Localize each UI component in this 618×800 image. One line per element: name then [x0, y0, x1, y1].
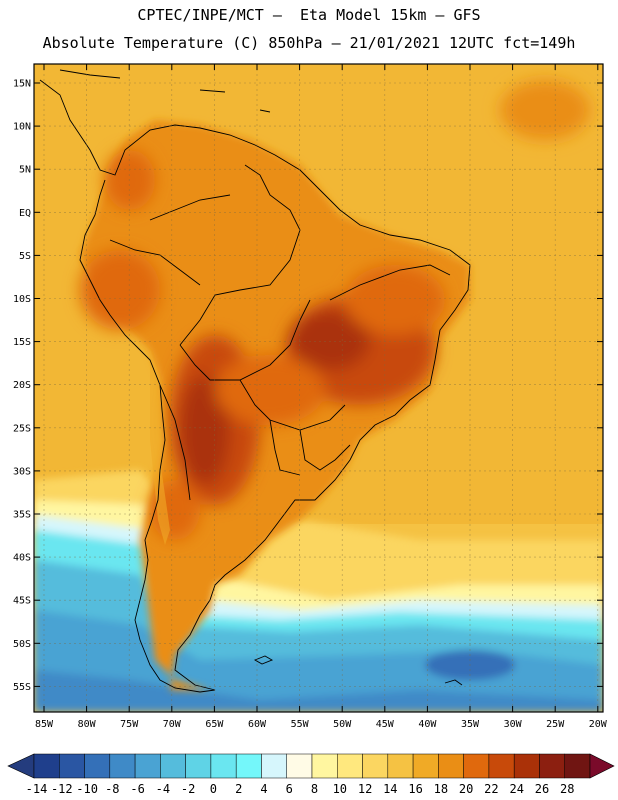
- lat-tick-label: 15N: [13, 79, 31, 90]
- lat-tick-label: 40S: [13, 553, 31, 564]
- map-frame: [33, 63, 604, 713]
- colorbar-label: -2: [181, 782, 195, 796]
- colorbar-label: 22: [484, 782, 498, 796]
- colorbar-min-arrow: [7, 753, 35, 779]
- title-line1: CPTEC/INPE/MCT – Eta Model 15km – GFS: [137, 6, 481, 24]
- colorbar-swatch: [438, 753, 464, 779]
- colorbar-swatch: [59, 753, 85, 779]
- lon-tick-label: 75W: [120, 719, 139, 730]
- colorbar-label: 0: [210, 782, 217, 796]
- lat-tick-label: 35S: [13, 510, 31, 521]
- colorbar-swatch: [412, 753, 439, 779]
- colorbar-swatch: [84, 753, 111, 779]
- lat-tick-label: 55S: [13, 682, 31, 693]
- title-line2: Absolute Temperature (C) 850hPa – 21/01/…: [42, 34, 576, 52]
- colorbar-swatch: [134, 753, 161, 779]
- colorbar-swatch: [286, 753, 313, 779]
- lat-tick-label: 30S: [13, 466, 31, 477]
- colorbar-label: 14: [383, 782, 397, 796]
- colorbar-swatch: [33, 753, 60, 779]
- grid-lines: [34, 64, 603, 712]
- lon-tick-label: 80W: [78, 719, 97, 730]
- colorbar-label: -8: [105, 782, 119, 796]
- colorbar-swatch: [539, 753, 565, 779]
- lon-tick-label: 85W: [35, 719, 54, 730]
- lat-tick-label: 45S: [13, 596, 31, 607]
- colorbar-label: 24: [509, 782, 523, 796]
- colorbar-swatch: [311, 753, 338, 779]
- lon-tick-label: 55W: [291, 719, 310, 730]
- colorbar-label: 10: [333, 782, 347, 796]
- colorbar-swatch: [337, 753, 363, 779]
- lon-tick-label: 40W: [418, 719, 437, 730]
- lon-tick-label: 65W: [205, 719, 224, 730]
- colorbar-swatch: [261, 753, 287, 779]
- colorbar-swatch: [564, 753, 591, 779]
- colorbar-label: 12: [358, 782, 372, 796]
- colorbar-label: 4: [260, 782, 267, 796]
- colorbar-swatch: [362, 753, 389, 779]
- lat-ticks: 15N 10N 5N EQ 5S 10S 15S 20S 25S 30S 35S 40S 45S 50S 5…: [13, 79, 603, 693]
- colorbar-label: -14: [26, 782, 48, 796]
- colorbar-swatch: [463, 753, 490, 779]
- temperature-field: [34, 64, 603, 712]
- colorbar-label: 6: [286, 782, 293, 796]
- colorbar-swatch: [513, 753, 540, 779]
- colorbar-swatch: [185, 753, 212, 779]
- lat-tick-label: EQ: [19, 208, 31, 219]
- lon-ticks: 85W 80W 75W 70W 65W 60W 55W 50W 45W 40W 35W 30W 25W 2…: [35, 64, 608, 730]
- lat-tick-label: 5S: [19, 251, 31, 262]
- colorbar-swatch: [109, 753, 136, 779]
- lon-tick-label: 35W: [461, 719, 480, 730]
- lon-tick-label: 45W: [376, 719, 395, 730]
- lon-tick-label: 30W: [504, 719, 523, 730]
- lat-tick-label: 20S: [13, 380, 31, 391]
- colorbar-label: 18: [434, 782, 448, 796]
- lat-tick-label: 50S: [13, 639, 31, 650]
- colorbar-label: 20: [459, 782, 473, 796]
- colorbar-label: -12: [51, 782, 73, 796]
- colorbar-label: -6: [130, 782, 144, 796]
- lon-tick-label: 25W: [546, 719, 565, 730]
- colorbar-label: 28: [560, 782, 574, 796]
- colorbar-max-arrow: [589, 753, 615, 779]
- lon-tick-label: 60W: [248, 719, 267, 730]
- lon-tick-label: 20W: [589, 719, 608, 730]
- colorbar: -14 -12 -10 -8 -6 -4 -2 0 2 4 6 8 10 12 14 16 18 20 22 24 26…: [7, 753, 615, 796]
- colorbar-swatch: [160, 753, 186, 779]
- colorbar-swatch: [235, 753, 262, 779]
- lat-tick-label: 10S: [13, 294, 31, 305]
- coastlines: [39, 69, 471, 693]
- colorbar-swatch: [210, 753, 237, 779]
- colorbar-swatch: [387, 753, 414, 779]
- colorbar-label: 16: [408, 782, 422, 796]
- colorbar-swatch: [488, 753, 515, 779]
- colorbar-label: 8: [311, 782, 318, 796]
- colorbar-label: -4: [156, 782, 170, 796]
- lon-tick-label: 70W: [163, 719, 182, 730]
- lat-tick-label: 15S: [13, 337, 31, 348]
- lat-tick-label: 10N: [13, 122, 31, 133]
- colorbar-label: 26: [535, 782, 549, 796]
- colorbar-label: -10: [76, 782, 98, 796]
- colorbar-label: 2: [235, 782, 242, 796]
- lat-tick-label: 5N: [19, 165, 31, 176]
- lat-tick-label: 25S: [13, 423, 31, 434]
- lon-tick-label: 50W: [333, 719, 352, 730]
